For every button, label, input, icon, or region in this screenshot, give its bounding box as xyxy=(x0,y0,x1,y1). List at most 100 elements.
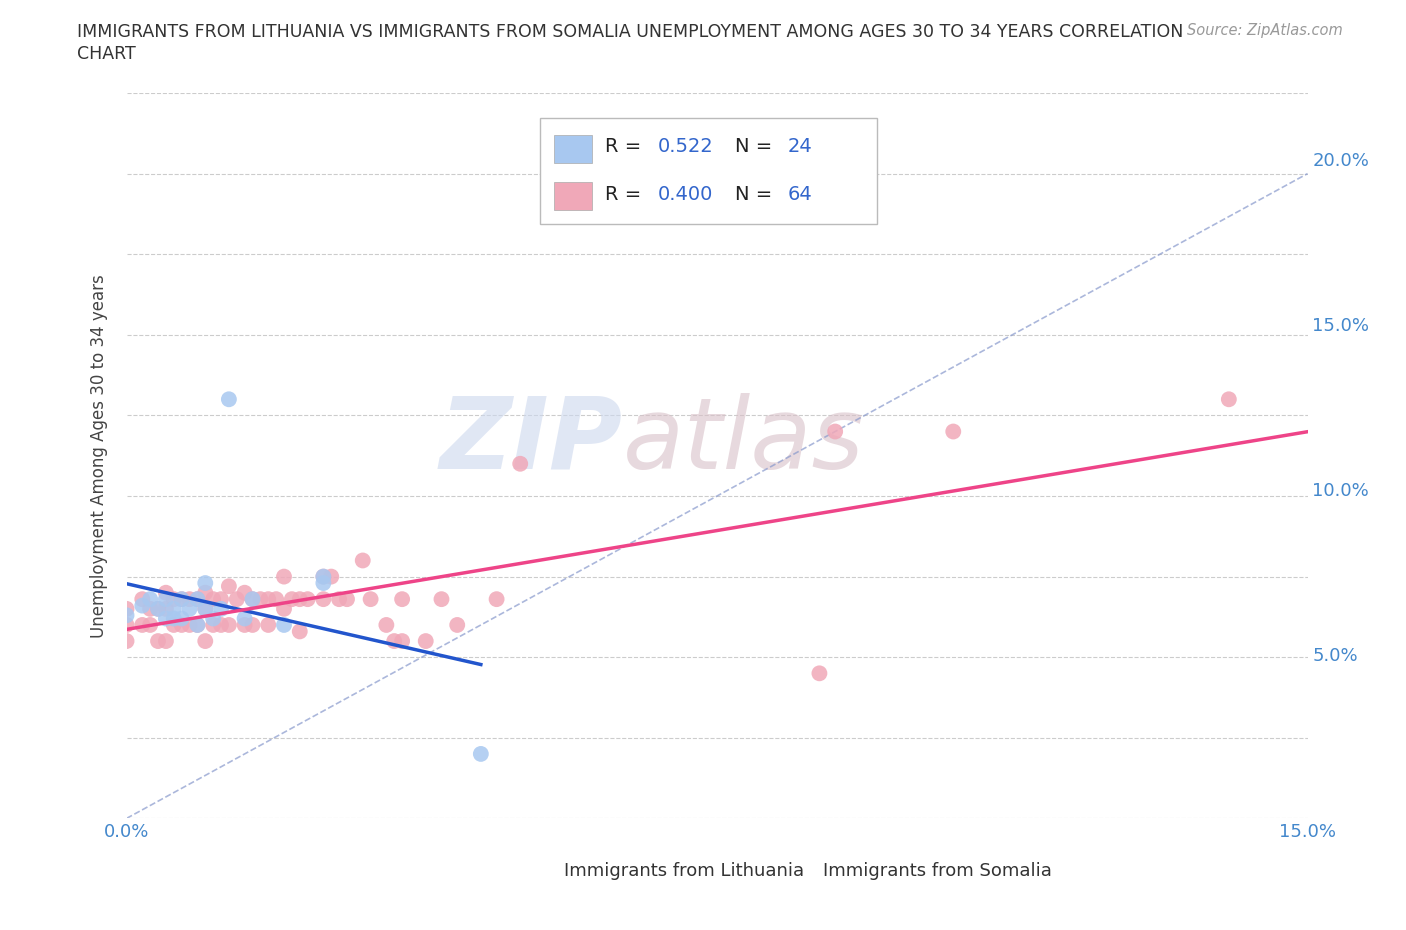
Text: R =: R = xyxy=(605,185,647,204)
Text: IMMIGRANTS FROM LITHUANIA VS IMMIGRANTS FROM SOMALIA UNEMPLOYMENT AMONG AGES 30 : IMMIGRANTS FROM LITHUANIA VS IMMIGRANTS … xyxy=(77,23,1184,41)
Point xyxy=(375,618,398,632)
Point xyxy=(233,611,256,626)
Point xyxy=(288,591,311,606)
Text: Immigrants from Somalia: Immigrants from Somalia xyxy=(824,861,1052,880)
Point xyxy=(391,591,413,606)
Text: ZIP: ZIP xyxy=(440,392,623,490)
Point xyxy=(273,618,295,632)
Point xyxy=(225,591,247,606)
Point xyxy=(146,633,169,648)
Text: Source: ZipAtlas.com: Source: ZipAtlas.com xyxy=(1187,23,1343,38)
Point xyxy=(139,618,162,632)
Point xyxy=(146,602,169,617)
Point xyxy=(242,618,264,632)
Y-axis label: Unemployment Among Ages 30 to 34 years: Unemployment Among Ages 30 to 34 years xyxy=(90,273,108,638)
Point xyxy=(179,618,201,632)
Point xyxy=(382,633,405,648)
Point xyxy=(139,591,162,606)
Point xyxy=(264,591,287,606)
Point xyxy=(186,591,208,606)
Point xyxy=(163,602,186,617)
Point xyxy=(115,618,138,632)
Point xyxy=(170,591,193,606)
Point xyxy=(139,602,162,617)
Point xyxy=(942,424,965,439)
Point xyxy=(194,576,217,591)
Point xyxy=(273,569,295,584)
Point xyxy=(163,618,186,632)
Point xyxy=(218,578,240,593)
Point xyxy=(186,591,208,606)
Point xyxy=(242,591,264,606)
Point xyxy=(352,553,374,568)
Text: 0.400: 0.400 xyxy=(658,185,713,204)
FancyBboxPatch shape xyxy=(522,860,555,881)
Text: Immigrants from Lithuania: Immigrants from Lithuania xyxy=(564,861,804,880)
Text: CHART: CHART xyxy=(77,45,136,62)
Point xyxy=(186,618,208,632)
Text: 24: 24 xyxy=(787,138,813,156)
Point xyxy=(194,585,217,600)
Point xyxy=(155,585,177,600)
Point xyxy=(170,611,193,626)
Point xyxy=(163,611,186,626)
Point xyxy=(249,591,271,606)
Point xyxy=(233,618,256,632)
Point xyxy=(415,633,437,648)
Point xyxy=(194,633,217,648)
Text: N =: N = xyxy=(735,185,779,204)
Point xyxy=(1218,392,1240,406)
Point xyxy=(297,591,319,606)
Point xyxy=(233,585,256,600)
Point xyxy=(257,591,280,606)
Point xyxy=(179,591,201,606)
Point xyxy=(218,618,240,632)
Point xyxy=(257,618,280,632)
Text: 64: 64 xyxy=(787,185,813,204)
Point xyxy=(321,569,343,584)
Text: R =: R = xyxy=(605,138,647,156)
Text: 0.522: 0.522 xyxy=(658,138,714,156)
Point xyxy=(288,624,311,639)
Point xyxy=(163,591,186,606)
Point xyxy=(131,591,153,606)
FancyBboxPatch shape xyxy=(540,118,876,223)
FancyBboxPatch shape xyxy=(554,182,592,210)
Point xyxy=(209,602,232,617)
Point xyxy=(312,569,335,584)
Point xyxy=(430,591,453,606)
Point xyxy=(131,618,153,632)
Point xyxy=(115,608,138,623)
Point xyxy=(146,602,169,617)
Point xyxy=(336,591,359,606)
Point xyxy=(209,618,232,632)
Point xyxy=(202,618,225,632)
Text: N =: N = xyxy=(735,138,779,156)
Point xyxy=(446,618,468,632)
Point xyxy=(312,591,335,606)
Point xyxy=(194,602,217,617)
Point xyxy=(281,591,304,606)
Point xyxy=(155,611,177,626)
Point xyxy=(179,602,201,617)
Point xyxy=(218,392,240,406)
Point xyxy=(312,569,335,584)
Point xyxy=(242,591,264,606)
Point xyxy=(194,602,217,617)
Point xyxy=(155,591,177,606)
Point xyxy=(485,591,508,606)
Point xyxy=(391,633,413,648)
FancyBboxPatch shape xyxy=(782,860,815,881)
Point xyxy=(808,666,831,681)
Point xyxy=(509,457,531,472)
Point xyxy=(360,591,382,606)
FancyBboxPatch shape xyxy=(554,135,592,163)
Point xyxy=(170,618,193,632)
Point xyxy=(115,633,138,648)
Point xyxy=(155,602,177,617)
Point xyxy=(273,602,295,617)
Point xyxy=(186,618,208,632)
Point xyxy=(328,591,350,606)
Text: atlas: atlas xyxy=(623,392,865,490)
Point xyxy=(470,747,492,762)
